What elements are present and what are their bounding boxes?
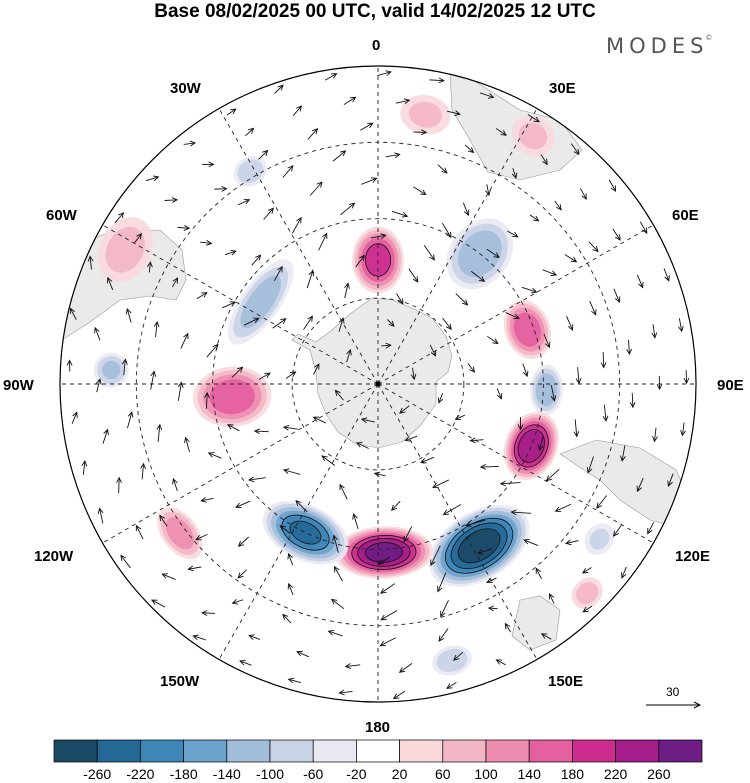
lon-label-120e: 120E xyxy=(675,548,711,565)
colorbar-tick-label: -100 xyxy=(255,766,285,782)
antarctica xyxy=(291,297,453,449)
lon-label-30w: 30W xyxy=(170,80,201,97)
colorbar-tick-label: -20 xyxy=(346,766,367,782)
lon-label-90w: 90W xyxy=(3,377,34,394)
logo-text: MODES xyxy=(606,34,709,58)
anomaly-center xyxy=(193,366,272,427)
colorbar-swatch xyxy=(356,739,400,763)
anomaly-center xyxy=(233,156,267,187)
colorbar-swatch xyxy=(399,739,444,763)
colorbar-swatch xyxy=(269,739,314,763)
map-title: Base 08/02/2025 00 UTC, valid 14/02/2025… xyxy=(154,1,596,22)
colorbar-swatch xyxy=(183,739,228,763)
anomaly-center xyxy=(503,411,559,481)
colorbar-swatch xyxy=(96,739,141,763)
lon-label-30e: 30E xyxy=(549,80,576,97)
anomaly-center xyxy=(262,500,349,565)
lon-label-60e: 60E xyxy=(672,207,699,224)
colorbar-tick-label: 60 xyxy=(435,766,451,782)
anomaly-center xyxy=(511,115,555,157)
reference-vector-arrow xyxy=(646,701,702,709)
colorbar-tick-label: 220 xyxy=(603,766,628,782)
map-border xyxy=(59,65,697,703)
colorbar-swatch xyxy=(226,739,271,763)
anomaly-center xyxy=(93,352,129,388)
colorbar xyxy=(53,739,703,763)
colorbar-tick-label: -260 xyxy=(83,766,112,782)
anomaly-center xyxy=(400,94,451,135)
anomaly-center xyxy=(97,217,154,283)
colorbar-tick-label: -180 xyxy=(169,766,198,782)
anomaly-center xyxy=(530,364,563,416)
colorbar-tick-label: 100 xyxy=(474,766,498,782)
colorbar-tick-label: -140 xyxy=(212,766,241,782)
colorbar-swatch xyxy=(140,739,184,763)
colorbar-tick-label: 260 xyxy=(647,766,671,782)
colorbar-tick-label: -60 xyxy=(303,766,324,782)
colorbar-tick-label: 20 xyxy=(391,766,408,782)
anomaly-center xyxy=(227,259,294,345)
colorbar-swatch xyxy=(442,739,487,763)
reference-vector-label: 30 xyxy=(666,685,680,699)
colorbar-tick-label: 140 xyxy=(517,766,541,782)
modes-logo: MODES© xyxy=(606,34,712,58)
colorbar-swatch xyxy=(312,739,357,763)
lon-label-150e: 150E xyxy=(548,673,584,690)
colorbar-swatch xyxy=(485,739,530,763)
lon-label-90e: 90E xyxy=(717,377,744,394)
colorbar-swatch xyxy=(528,739,573,763)
logo-registered-mark: © xyxy=(705,34,713,42)
colorbar-tick-label: -220 xyxy=(126,766,155,782)
colorbar-swatch xyxy=(615,739,660,763)
wind-vectors xyxy=(66,70,690,700)
colorbar-swatch xyxy=(572,739,616,763)
lon-label-150w: 150W xyxy=(160,673,200,690)
anomaly-center xyxy=(584,523,615,555)
colorbar-swatch xyxy=(53,739,98,763)
lon-label-60w: 60W xyxy=(46,207,77,224)
anomaly-center xyxy=(157,507,203,560)
colorbar-swatch xyxy=(658,739,703,763)
anomaly-center xyxy=(428,504,530,587)
anomaly-center xyxy=(334,526,434,579)
height-anomaly-field xyxy=(93,94,615,676)
lat-lon-grid xyxy=(60,66,696,702)
anomaly-center xyxy=(571,577,603,609)
colorbar-tick-label: 180 xyxy=(560,766,585,782)
lon-label-180: 180 xyxy=(365,719,391,736)
lon-label-120w: 120W xyxy=(34,548,74,565)
anomaly-center xyxy=(352,226,404,294)
lon-label-0: 0 xyxy=(372,37,381,54)
